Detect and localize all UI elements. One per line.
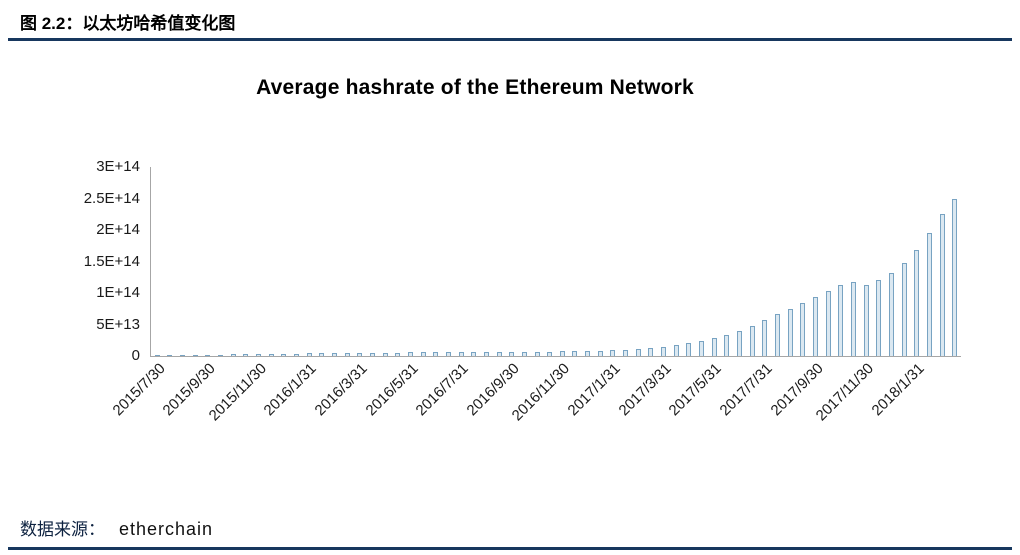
hashrate-bar — [686, 343, 692, 356]
hashrate-bar — [180, 355, 186, 356]
y-tick-label: 5E+13 — [96, 315, 140, 333]
x-tick-label: 2018/1/31 — [868, 360, 928, 420]
hashrate-bar — [483, 352, 489, 356]
hashrate-bar — [888, 272, 894, 356]
hashrate-bar — [876, 280, 882, 356]
hashrate-bar — [344, 353, 350, 356]
hashrate-bar — [306, 353, 312, 356]
x-tick-label: 2017/3/31 — [615, 360, 675, 420]
hashrate-bar — [597, 350, 603, 356]
y-tick-label: 2.5E+14 — [83, 189, 140, 207]
source-label: 数据来源： — [20, 520, 105, 539]
y-tick-label: 0 — [131, 347, 140, 364]
hashrate-bar — [901, 262, 907, 356]
hashrate-bar — [635, 348, 641, 356]
hashrate-bar — [926, 233, 932, 356]
hashrate-bar — [547, 351, 553, 356]
header-divider — [8, 38, 1012, 41]
hashrate-bar — [407, 352, 413, 356]
hashrate-bar — [445, 352, 451, 356]
hashrate-bar — [825, 291, 831, 356]
hashrate-bar — [319, 353, 325, 356]
hashrate-bar — [939, 214, 945, 356]
chart-title: Average hashrate of the Ethereum Network — [256, 76, 694, 99]
hashrate-bar — [787, 308, 793, 356]
x-tick-label: 2016/7/31 — [412, 360, 473, 420]
hashrate-bar — [294, 353, 300, 356]
source-value: etherchain — [119, 519, 214, 539]
y-tick-label: 1.5E+14 — [83, 252, 140, 270]
hashrate-bar — [838, 285, 844, 356]
x-tick-label: 2016/5/31 — [362, 360, 422, 420]
hashrate-bar — [699, 340, 705, 356]
hashrate-bar — [724, 335, 730, 356]
source-line: 数据来源： etherchain — [20, 515, 213, 540]
hashrate-bar — [268, 353, 274, 356]
y-tick-label: 2E+14 — [96, 221, 140, 238]
hashrate-bar — [496, 352, 502, 356]
hashrate-bar — [471, 352, 477, 356]
hashrate-bar — [585, 350, 591, 356]
hashrate-bar — [863, 285, 869, 356]
hashrate-bar — [572, 351, 578, 356]
hashrate-bar — [648, 347, 654, 356]
hashrate-bar — [534, 351, 540, 356]
hashrate-bar — [749, 325, 755, 356]
x-tick-label: 2015/7/30 — [109, 360, 169, 420]
hashrate-bar — [205, 354, 211, 356]
hashrate-bar — [357, 352, 363, 356]
hashrate-bar — [661, 346, 667, 356]
hashrate-bar — [711, 338, 717, 356]
figure-caption: 图 2.2：以太坊哈希值变化图 — [20, 14, 236, 33]
hashrate-bar — [521, 351, 527, 356]
hashrate-bar — [167, 355, 173, 356]
hashrate-bar — [192, 355, 198, 356]
hashrate-bar — [850, 281, 856, 356]
x-tick-label: 2016/3/31 — [311, 360, 371, 420]
hashrate-bar — [774, 314, 780, 356]
footer-divider — [8, 547, 1012, 550]
hashrate-bar — [256, 353, 262, 356]
hashrate-bar — [673, 344, 679, 356]
x-tick-label: 2017/7/31 — [716, 360, 776, 420]
x-tick-label: 2017/5/31 — [665, 360, 726, 420]
hashrate-bar — [812, 297, 818, 356]
hashrate-bar — [332, 353, 338, 356]
hashrate-bar — [243, 354, 249, 356]
hashrate-bar — [559, 351, 565, 356]
y-axis-labels: 3E+14 2.5E+14 2E+14 1.5E+14 1E+14 5E+13 0 — [0, 158, 140, 364]
hashrate-bar — [369, 352, 375, 356]
hashrate-bar — [458, 352, 464, 356]
hashrate-bar — [218, 354, 224, 356]
hashrate-bar — [230, 354, 236, 356]
y-tick-label: 1E+14 — [96, 284, 140, 301]
x-tick-label: 2016/1/31 — [260, 360, 321, 420]
x-tick-label: 2017/1/31 — [564, 360, 624, 420]
hashrate-bar — [914, 250, 920, 356]
hashrate-bar — [395, 352, 401, 356]
hashrate-bar — [800, 303, 806, 356]
hashrate-bar — [281, 353, 287, 356]
hashrate-bar — [952, 198, 958, 356]
hashrate-bar — [433, 352, 439, 356]
hashrate-bar — [610, 350, 616, 356]
hashrate-bar — [420, 352, 426, 356]
y-tick-label: 3E+14 — [96, 158, 140, 175]
hashrate-bar — [762, 320, 768, 356]
hashrate-bar — [154, 355, 160, 356]
hashrate-bar — [623, 349, 629, 356]
plot-area — [150, 167, 961, 357]
hashrate-bar — [737, 330, 743, 356]
x-axis-labels: 2015/7/30 2015/9/30 2015/11/30 2016/1/31 201… — [109, 360, 960, 470]
hashrate-bar — [509, 351, 515, 356]
hashrate-bar — [382, 352, 388, 356]
